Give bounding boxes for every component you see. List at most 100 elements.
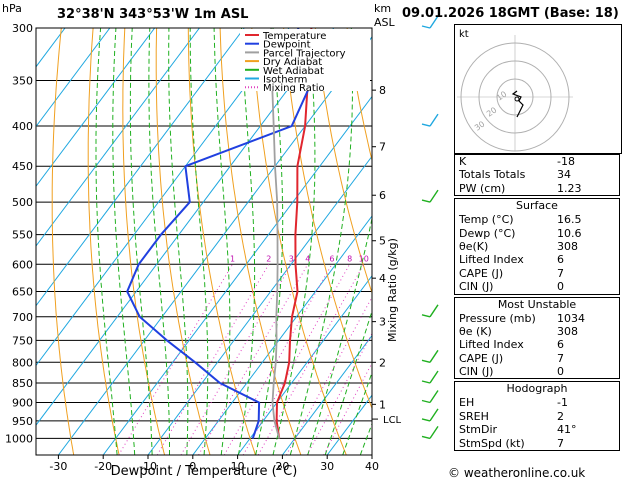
row-value: 7 <box>557 351 564 365</box>
wet-adiabat-line <box>189 28 209 455</box>
height-tick-label: 8 <box>379 84 386 97</box>
pressure-tick-label: 400 <box>12 120 33 133</box>
dry-adiabat-line <box>155 28 211 455</box>
most-unstable-box: Most Unstable Pressure (mb) 1034 θe (K) 308… <box>454 296 620 380</box>
mixing-ratio-label: 3 <box>289 254 294 263</box>
wind-barb <box>421 426 439 440</box>
temperature-tick-label: 10 <box>231 460 245 473</box>
row-key: Totals Totals <box>459 168 526 182</box>
wet-adiabat-line <box>95 28 118 455</box>
dry-adiabat-line <box>346 28 372 163</box>
row-key: CIN (J) <box>459 365 494 379</box>
row-key: CIN (J) <box>459 280 494 294</box>
pressure-tick-label: 900 <box>12 396 33 409</box>
legend-label-isotherm: Isotherm <box>263 75 307 86</box>
surface-title: Surface <box>516 199 558 213</box>
temperature-tick-label: 0 <box>189 460 196 473</box>
table-row: CIN (J) 0 <box>455 365 619 378</box>
x-axis-label: Dewpoint / Temperature (°C) <box>111 464 298 479</box>
copyright-footer: © weatheronline.co.uk <box>448 466 586 480</box>
indices-table: K -18 Totals Totals 34 PW (cm) 1.23 Surface T… <box>454 154 620 453</box>
row-value: 0 <box>557 280 564 294</box>
storm-motion-marker <box>514 96 520 102</box>
height-tick-label: 5 <box>379 235 386 248</box>
row-value: 16.5 <box>557 213 582 227</box>
temperature-tick-label: 40 <box>365 460 379 473</box>
isotherm-line <box>36 28 111 128</box>
wind-barb <box>421 189 439 203</box>
mixing-ratio-line <box>306 332 372 455</box>
temperature-tick-label: 30 <box>320 460 334 473</box>
temperature-tick-label: 20 <box>275 460 289 473</box>
legend-label-parcel-trajectory: Parcel Trajectory <box>263 48 346 59</box>
row-value: 34 <box>557 168 571 182</box>
mixing-ratio-label: 2 <box>266 254 271 263</box>
wet-adiabat-line <box>168 28 189 455</box>
mixing-ratio-line <box>323 362 372 455</box>
plot-frame <box>35 27 373 456</box>
isotherm-line <box>102 95 372 455</box>
table-row: StmSpd (kt) 7 <box>455 437 619 450</box>
pressure-tick-label: 800 <box>12 356 33 369</box>
table-row: Dewp (°C) 10.6 <box>455 227 619 240</box>
table-row: Lifted Index 6 <box>455 253 619 266</box>
pressure-tick-label: 700 <box>12 311 33 324</box>
wind-barb <box>421 304 439 318</box>
isotherm-line <box>36 28 156 188</box>
dry-adiabat-line <box>314 28 372 295</box>
pressure-tick-label: 350 <box>12 75 33 88</box>
pressure-tick-label: 600 <box>12 258 33 271</box>
hodograph-trace <box>511 90 524 118</box>
table-row: CAPE (J) 7 <box>455 352 619 365</box>
mixing-ratio-label: 10 <box>359 254 369 263</box>
row-key: Dewp (°C) <box>459 226 516 240</box>
basic-indices-box: K -18 Totals Totals 34 PW (cm) 1.23 <box>454 154 620 197</box>
mixing-ratio-label: 8 <box>347 254 352 263</box>
legend-label-dewpoint: Dewpoint <box>263 40 311 51</box>
wet-adiabat-line <box>307 216 372 455</box>
temperature-tick-label: -30 <box>49 460 67 473</box>
table-row: SREH 2 <box>455 410 619 423</box>
row-key: Lifted Index <box>459 253 524 267</box>
row-key: Lifted Index <box>459 338 524 352</box>
height-tick-label: 3 <box>379 316 386 329</box>
row-key: PW (cm) <box>459 181 506 195</box>
pressure-tick-label: 550 <box>12 229 33 242</box>
pressure-tick-label: 500 <box>12 196 33 209</box>
mixing-ratio-axis-label: Mixing Ratio (g/kg) <box>386 238 399 342</box>
hodograph-ring-label-20: 20 <box>485 105 499 118</box>
height-tick-label: 7 <box>379 141 386 154</box>
row-key: Temp (°C) <box>459 213 514 227</box>
wind-barb <box>421 370 439 384</box>
dry-adiabat-line <box>219 28 302 455</box>
isotherm-line <box>281 334 372 455</box>
table-row: CIN (J) 0 <box>455 280 619 293</box>
dewpoint-series <box>126 28 314 439</box>
wind-barb <box>421 349 439 363</box>
wet-adiabat-line <box>129 28 153 455</box>
hodograph-ring-label-30: 30 <box>473 119 487 132</box>
table-row: EH -1 <box>455 396 619 409</box>
row-value: -18 <box>557 155 575 168</box>
dry-adiabat-line <box>283 28 372 410</box>
mixing-ratio-line <box>257 264 365 455</box>
dry-adiabat-line <box>87 28 120 455</box>
mixing-ratio-line <box>286 296 372 455</box>
pressure-tick-label: 750 <box>12 334 33 347</box>
legend-label-temperature: Temperature <box>262 31 326 42</box>
table-row: CAPE (J) 7 <box>455 267 619 280</box>
isotherm-line <box>36 28 245 307</box>
table-row: K -18 <box>455 155 619 168</box>
table-row: Pressure (mb) 1034 <box>455 312 619 325</box>
isotherm-line <box>36 28 335 426</box>
mixing-ratio-line <box>242 264 351 455</box>
row-value: 1.23 <box>557 181 582 195</box>
mixing-ratio-line <box>223 264 333 455</box>
height-tick-label: 2 <box>379 356 386 369</box>
height-tick-label: 6 <box>379 189 386 202</box>
mixing-ratio-line <box>180 264 292 455</box>
dry-adiabat-line <box>51 28 75 455</box>
legend-label-dry-adiabat: Dry Adiabat <box>263 57 322 68</box>
